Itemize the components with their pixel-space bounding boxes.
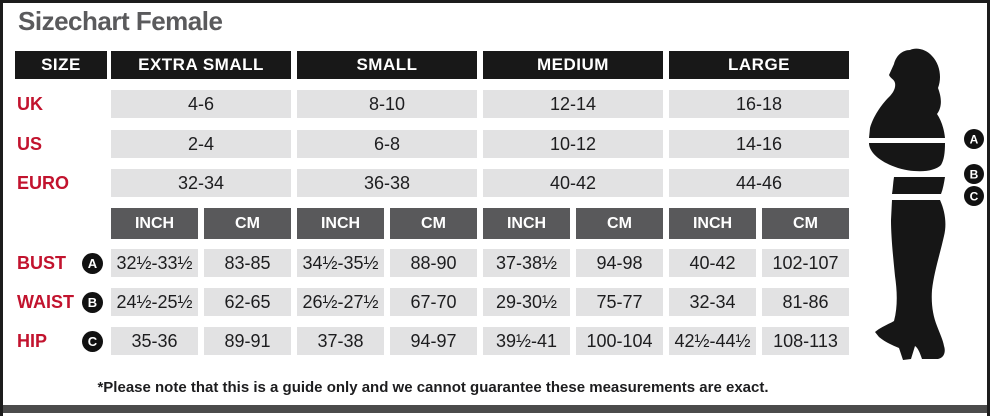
unit-header-inch-l: INCH: [669, 208, 756, 239]
figure-marker-a: A: [964, 129, 984, 149]
cell-waist-cm-l: 81-86: [762, 288, 849, 316]
svg-text:B: B: [970, 168, 979, 182]
unit-header-cm-m: CM: [576, 208, 663, 239]
silhouette-upper-body: [869, 48, 945, 138]
cell-waist-inch-m: 29-30½: [483, 288, 570, 316]
cell-hip-cm-m: 100-104: [576, 327, 663, 355]
unit-header-cm-l: CM: [762, 208, 849, 239]
cell-euro-m: 40-42: [483, 169, 663, 197]
uk-row: UK 4-6 8-10 12-14 16-18: [15, 90, 849, 118]
cell-waist-inch-xs: 24½-25½: [111, 288, 198, 316]
marker-a-badge: A: [82, 252, 103, 274]
cell-us-xs: 2-4: [111, 130, 291, 158]
cell-waist-cm-m: 75-77: [576, 288, 663, 316]
svg-text:A: A: [970, 133, 979, 147]
us-row: US 2-4 6-8 10-12 14-16: [15, 130, 849, 158]
cell-uk-m: 12-14: [483, 90, 663, 118]
cell-hip-inch-l: 42½-44½: [669, 327, 756, 355]
row-label-euro: EURO: [17, 172, 70, 193]
header-row: SIZE EXTRA SMALL SMALL MEDIUM LARGE: [15, 51, 849, 79]
cell-waist-cm-s: 67-70: [390, 288, 477, 316]
cell-euro-xs: 32-34: [111, 169, 291, 197]
unit-header-cm-s: CM: [390, 208, 477, 239]
cell-waist-cm-xs: 62-65: [204, 288, 291, 316]
cell-us-s: 6-8: [297, 130, 477, 158]
row-label-hip: HIP C: [15, 327, 107, 355]
cell-bust-cm-s: 88-90: [390, 249, 477, 277]
cell-bust-inch-m: 37-38½: [483, 249, 570, 277]
row-label-us: US: [17, 133, 43, 154]
cell-hip-inch-s: 37-38: [297, 327, 384, 355]
group-header-small: SMALL: [297, 51, 477, 79]
female-silhouette-figure: A B C: [869, 48, 984, 360]
cell-us-l: 14-16: [669, 130, 849, 158]
cell-uk-s: 8-10: [297, 90, 477, 118]
cell-bust-cm-l: 102-107: [762, 249, 849, 277]
cell-waist-inch-s: 26½-27½: [297, 288, 384, 316]
unit-header-cm-xs: CM: [204, 208, 291, 239]
cell-bust-inch-l: 40-42: [669, 249, 756, 277]
cell-bust-inch-xs: 32½-33½: [111, 249, 198, 277]
unit-header-row: INCH CM INCH CM INCH CM INCH CM: [15, 208, 849, 239]
waist-row: WAIST B 24½-25½ 62-65 26½-27½ 67-70 29-3…: [15, 288, 849, 316]
hip-row: HIP C 35-36 89-91 37-38 94-97 39½-41 100…: [15, 327, 849, 355]
cell-hip-cm-l: 108-113: [762, 327, 849, 355]
figure-marker-c: C: [964, 186, 984, 206]
bust-row: BUST A 32½-33½ 83-85 34½-35½ 88-90 37-38…: [15, 249, 849, 277]
marker-b-badge: B: [82, 291, 103, 313]
group-header-medium: MEDIUM: [483, 51, 663, 79]
euro-row: EURO 32-34 36-38 40-42 44-46: [15, 169, 849, 197]
cell-bust-inch-s: 34½-35½: [297, 249, 384, 277]
silhouette-bust-section: [869, 143, 945, 172]
unit-header-inch-m: INCH: [483, 208, 570, 239]
bottom-bar: [3, 405, 987, 413]
cell-hip-inch-xs: 35-36: [111, 327, 198, 355]
cell-hip-cm-s: 94-97: [390, 327, 477, 355]
unit-header-inch-xs: INCH: [111, 208, 198, 239]
cell-waist-inch-l: 32-34: [669, 288, 756, 316]
cell-bust-cm-m: 94-98: [576, 249, 663, 277]
silhouette-waist-section: [892, 177, 945, 194]
svg-text:C: C: [970, 190, 979, 204]
cell-euro-l: 44-46: [669, 169, 849, 197]
cell-uk-l: 16-18: [669, 90, 849, 118]
cell-hip-cm-xs: 89-91: [204, 327, 291, 355]
row-label-waist: WAIST B: [15, 288, 107, 316]
cell-us-m: 10-12: [483, 130, 663, 158]
cell-hip-inch-m: 39½-41: [483, 327, 570, 355]
size-header-cell: SIZE: [15, 51, 107, 79]
cell-euro-s: 36-38: [297, 169, 477, 197]
group-header-large: LARGE: [669, 51, 849, 79]
cell-bust-cm-xs: 83-85: [204, 249, 291, 277]
cell-uk-xs: 4-6: [111, 90, 291, 118]
row-label-bust: BUST A: [15, 249, 107, 277]
marker-c-badge: C: [82, 330, 103, 352]
silhouette-legs: [875, 200, 946, 360]
footnote: *Please note that this is a guide only a…: [97, 379, 769, 396]
figure-marker-b: B: [964, 164, 984, 184]
row-label-uk: UK: [17, 93, 43, 114]
unit-header-inch-s: INCH: [297, 208, 384, 239]
page-title: Sizechart Female: [18, 6, 223, 36]
group-header-extra-small: EXTRA SMALL: [111, 51, 291, 79]
